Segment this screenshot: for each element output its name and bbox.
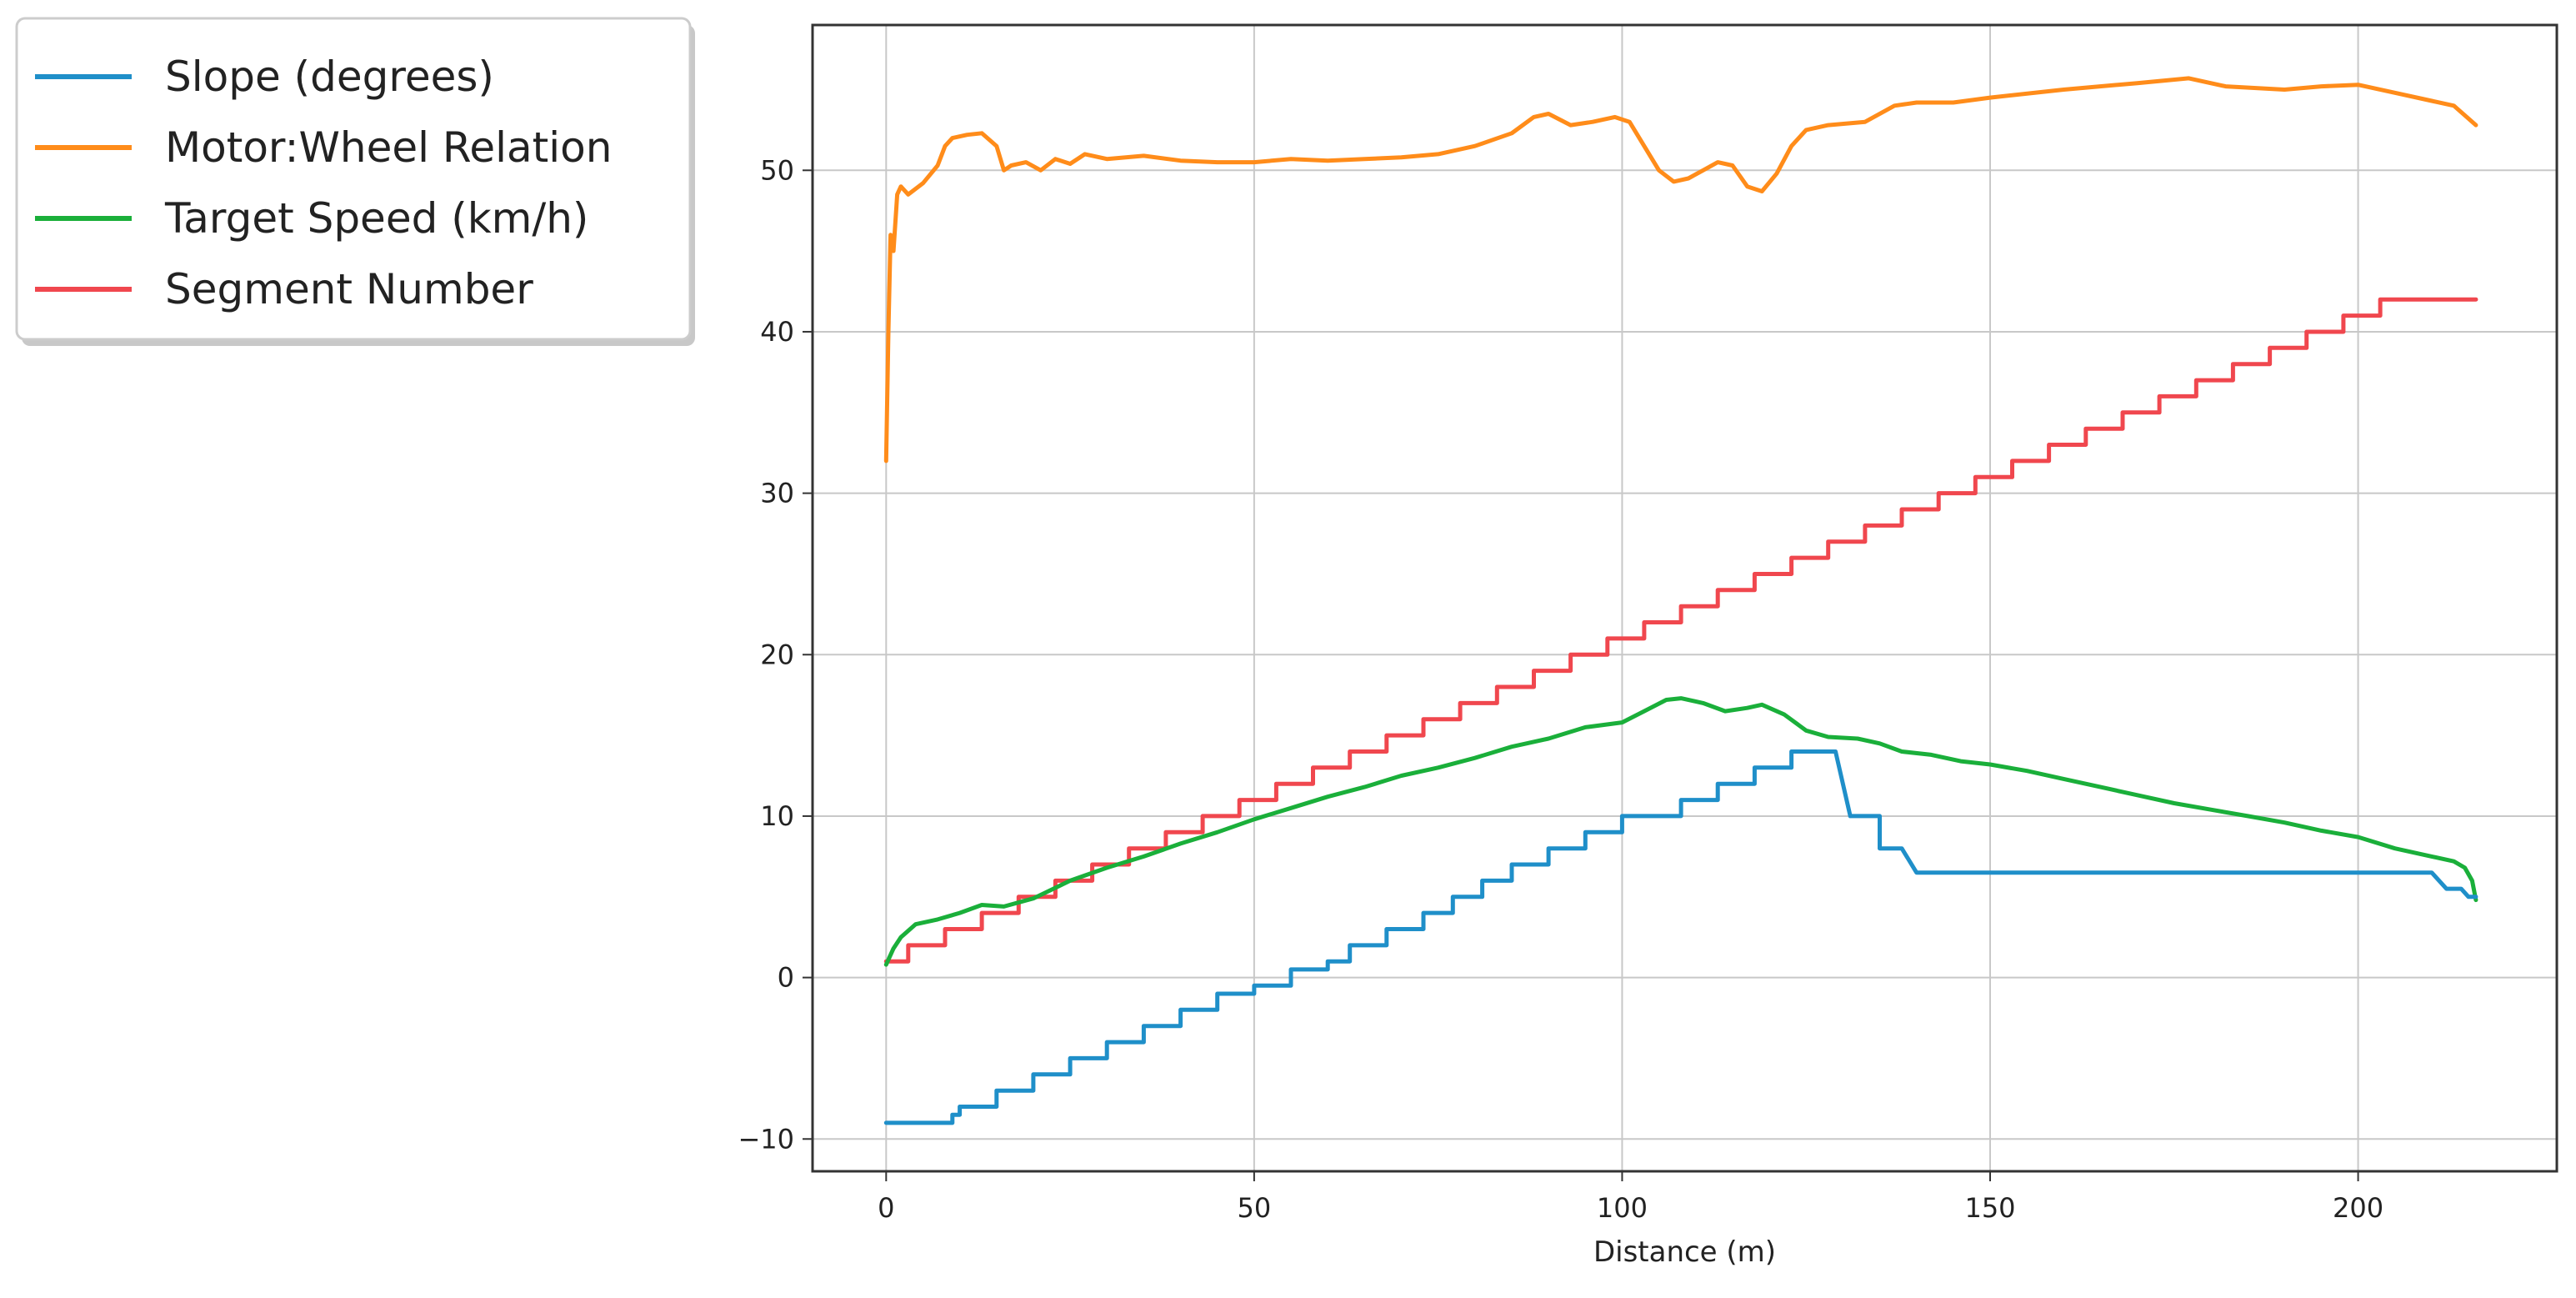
- y-tick-label: 40: [760, 316, 794, 348]
- axis-ticks: 0 50 100 150 200 −10 0 10 20 30 40 50: [738, 154, 2383, 1224]
- x-tick-label: 0: [878, 1192, 894, 1224]
- y-tick-label: 50: [760, 154, 794, 186]
- y-tick-label: 0: [778, 962, 794, 994]
- legend-entry-motor-wheel-label: Motor:Wheel Relation: [165, 123, 612, 172]
- axes-frame: [811, 23, 2558, 1173]
- x-tick-label: 150: [1964, 1192, 2015, 1224]
- plot-frame: [811, 23, 2558, 1173]
- x-axis-title: Distance (m): [1593, 1235, 1776, 1269]
- y-tick-label: −10: [738, 1123, 794, 1155]
- x-tick-label: 50: [1238, 1192, 1272, 1224]
- slope-series-line: [883, 749, 2478, 1125]
- y-tick-label: 30: [760, 478, 794, 509]
- y-tick-label: 10: [760, 800, 794, 832]
- plot-background: [813, 25, 2557, 1171]
- y-tick-label: 20: [760, 639, 794, 670]
- x-tick-label: 100: [1597, 1192, 1648, 1224]
- legend-entry-slope-label: Slope (degrees): [165, 53, 494, 101]
- legend-box: [15, 17, 692, 341]
- segment-number-series-line: [883, 297, 2478, 964]
- target-speed-series-line: [883, 696, 2478, 967]
- axis-labels: Distance (m): [1593, 1235, 1776, 1269]
- series-lines: [883, 76, 2478, 1125]
- x-tick-label: 200: [2333, 1192, 2383, 1224]
- plot-area: [813, 25, 2557, 1171]
- legend-entry-target-speed-label: Target Speed (km/h): [164, 194, 588, 243]
- motor-wheel-series-line: [883, 76, 2478, 464]
- grid-lines: [813, 25, 2557, 1171]
- legend-entry-segment-number-label: Segment Number: [165, 265, 533, 313]
- legend: Slope (degrees) Motor:Wheel Relation Targe…: [15, 17, 695, 346]
